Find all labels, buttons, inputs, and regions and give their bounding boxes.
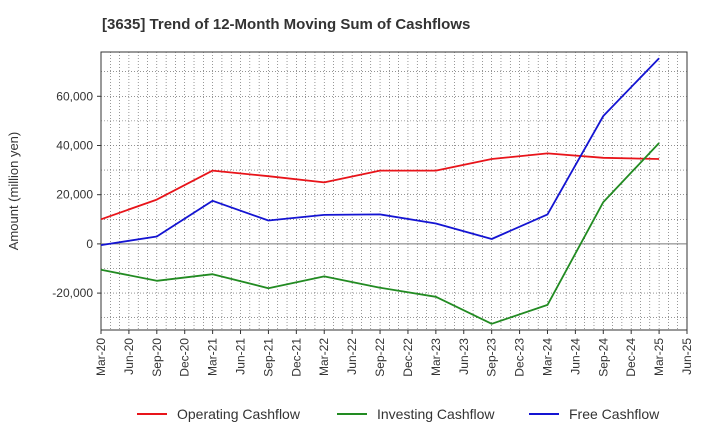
chart-title: [3635] Trend of 12-Month Moving Sum of C… [102,16,471,33]
y-axis-label: Amount (million yen) [6,132,21,251]
x-tick-label: Dec-23 [513,338,527,377]
series-line-operating-cashflow [100,152,660,221]
x-tick-label: Mar-22 [317,338,331,376]
x-tick-label: Mar-20 [94,338,108,376]
x-tick-label: Mar-25 [652,338,666,376]
y-tick-label: -20,000 [52,286,93,300]
x-tick-label: Jun-22 [345,338,359,375]
x-tick-label: Dec-21 [289,338,303,377]
x-tick-label: Sep-23 [485,338,499,377]
y-tick-label: 40,000 [56,138,93,152]
series-line-free-cashflow [100,57,660,246]
x-tick-label: Jun-24 [568,338,582,375]
legend-label-investing-cashflow: Investing Cashflow [377,406,495,422]
plot-area [100,51,688,331]
x-tick-label: Jun-25 [680,338,694,375]
grid-lines [101,52,687,330]
y-tick-label: 0 [86,237,93,251]
x-tick-label: Dec-22 [401,338,415,377]
series-lines [100,57,660,325]
x-tick-label: Mar-21 [206,338,220,376]
series-line-investing-cashflow [100,142,660,325]
x-tick-label: Dec-20 [178,338,192,377]
y-tick-label: 20,000 [56,188,93,202]
x-tick-label: Mar-23 [429,338,443,376]
x-tick-label: Sep-21 [261,338,275,377]
y-axis-ticks: -20,000 0 20,000 40,000 60,000 [52,89,101,300]
x-tick-label: Dec-24 [624,338,638,377]
y-tick-label: 60,000 [56,89,93,103]
x-tick-label: Sep-20 [150,338,164,377]
x-tick-label: Sep-24 [596,338,610,377]
x-tick-label: Sep-22 [373,338,387,377]
legend-label-free-cashflow: Free Cashflow [569,406,660,422]
legend: Operating Cashflow Investing Cashflow Free… [137,406,660,422]
legend-label-operating-cashflow: Operating Cashflow [177,406,301,422]
x-tick-label: Jun-23 [457,338,471,375]
x-tick-label: Jun-21 [234,338,248,375]
x-tick-label: Jun-20 [122,338,136,375]
x-tick-label: Mar-24 [540,338,554,376]
x-axis-ticks: Mar-20 Jun-20 Sep-20 Dec-20 Mar-21 Jun-21 Sep-… [94,330,694,377]
